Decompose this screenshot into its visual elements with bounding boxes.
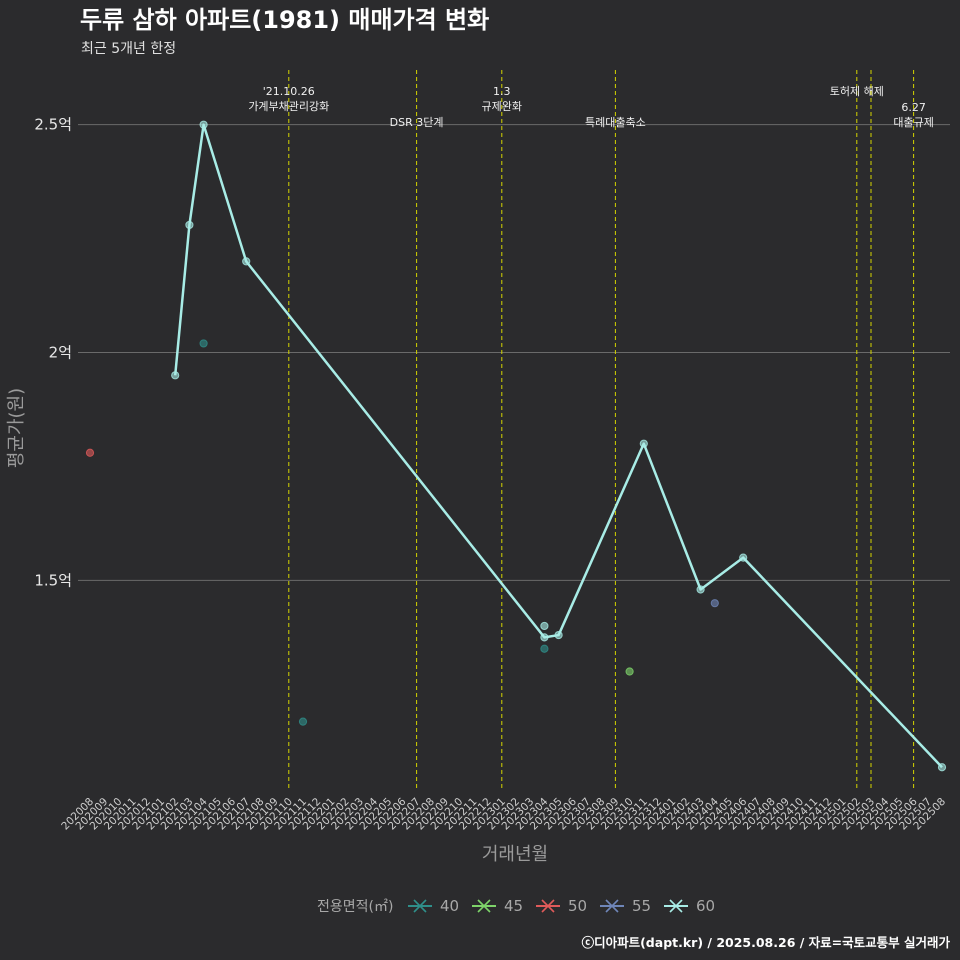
data-point-60 (171, 371, 180, 380)
data-point-60 (242, 257, 251, 266)
series-layer (85, 120, 947, 772)
legend-label: 55 (632, 897, 651, 915)
event-label: 규제완화 (482, 100, 522, 113)
legend-key-cross (669, 899, 683, 913)
y-tick-label: 1.5억 (34, 571, 72, 589)
data-point-60 (540, 621, 549, 631)
legend-key-cross (477, 899, 491, 913)
event-label: 특례대출축소 (585, 116, 646, 129)
data-point-40 (298, 717, 308, 726)
y-tick-label: 2억 (49, 344, 72, 362)
data-point-60 (554, 630, 563, 640)
legend-label: 50 (568, 897, 587, 915)
grid-lines (78, 124, 950, 581)
event-label: 토허제 해제 (830, 84, 884, 98)
data-point-50 (85, 448, 95, 457)
y-axis-ticks: 1.5억 2억 2.5억 (34, 116, 72, 590)
legend-title: 전용면적(㎡) (317, 899, 393, 915)
data-point-60 (937, 763, 947, 772)
legend-key-cross (605, 899, 619, 913)
chart-title: 두류 삼하 아파트(1981) 매매가격 변화 (80, 6, 489, 34)
chart-subtitle: 최근 5개년 한정 (81, 41, 176, 57)
event-label: 1.3 (493, 85, 511, 98)
event-label: 대출규제 (893, 116, 933, 129)
data-point-60 (540, 633, 549, 642)
event-label: 가계부채관리강화 (248, 100, 329, 113)
data-point-60 (185, 220, 194, 230)
event-label: DSR 3단계 (390, 116, 444, 129)
legend: 전용면적(㎡) 40 45 50 55 60 (317, 897, 715, 915)
legend-label: 60 (696, 897, 715, 915)
x-axis-title: 거래년월 (482, 844, 548, 865)
data-point-40 (199, 339, 208, 348)
legend-label: 40 (440, 897, 459, 915)
legend-key-cross (541, 899, 555, 913)
event-label: 6.27 (901, 101, 926, 114)
data-point-40 (540, 644, 549, 653)
data-point-60 (696, 585, 705, 594)
series-line-60 (173, 123, 943, 769)
event-label: '21.10.26 (263, 85, 315, 98)
legend-key-cross (413, 899, 427, 913)
data-point-45 (625, 667, 634, 676)
data-point-60 (739, 553, 748, 562)
data-point-60 (199, 120, 208, 129)
y-axis-title: 평균가(원) (6, 388, 27, 468)
source-caption: ⓒ디아파트(dapt.kr) / 2025.08.26 / 자료=국토교통부 실… (582, 935, 951, 950)
data-point-60 (639, 439, 648, 448)
legend-label: 45 (504, 897, 523, 915)
x-axis-ticks: 2020082020092020102020112020122021012021… (59, 795, 948, 832)
data-point-55 (710, 599, 719, 608)
y-tick-label: 2.5억 (34, 116, 72, 134)
